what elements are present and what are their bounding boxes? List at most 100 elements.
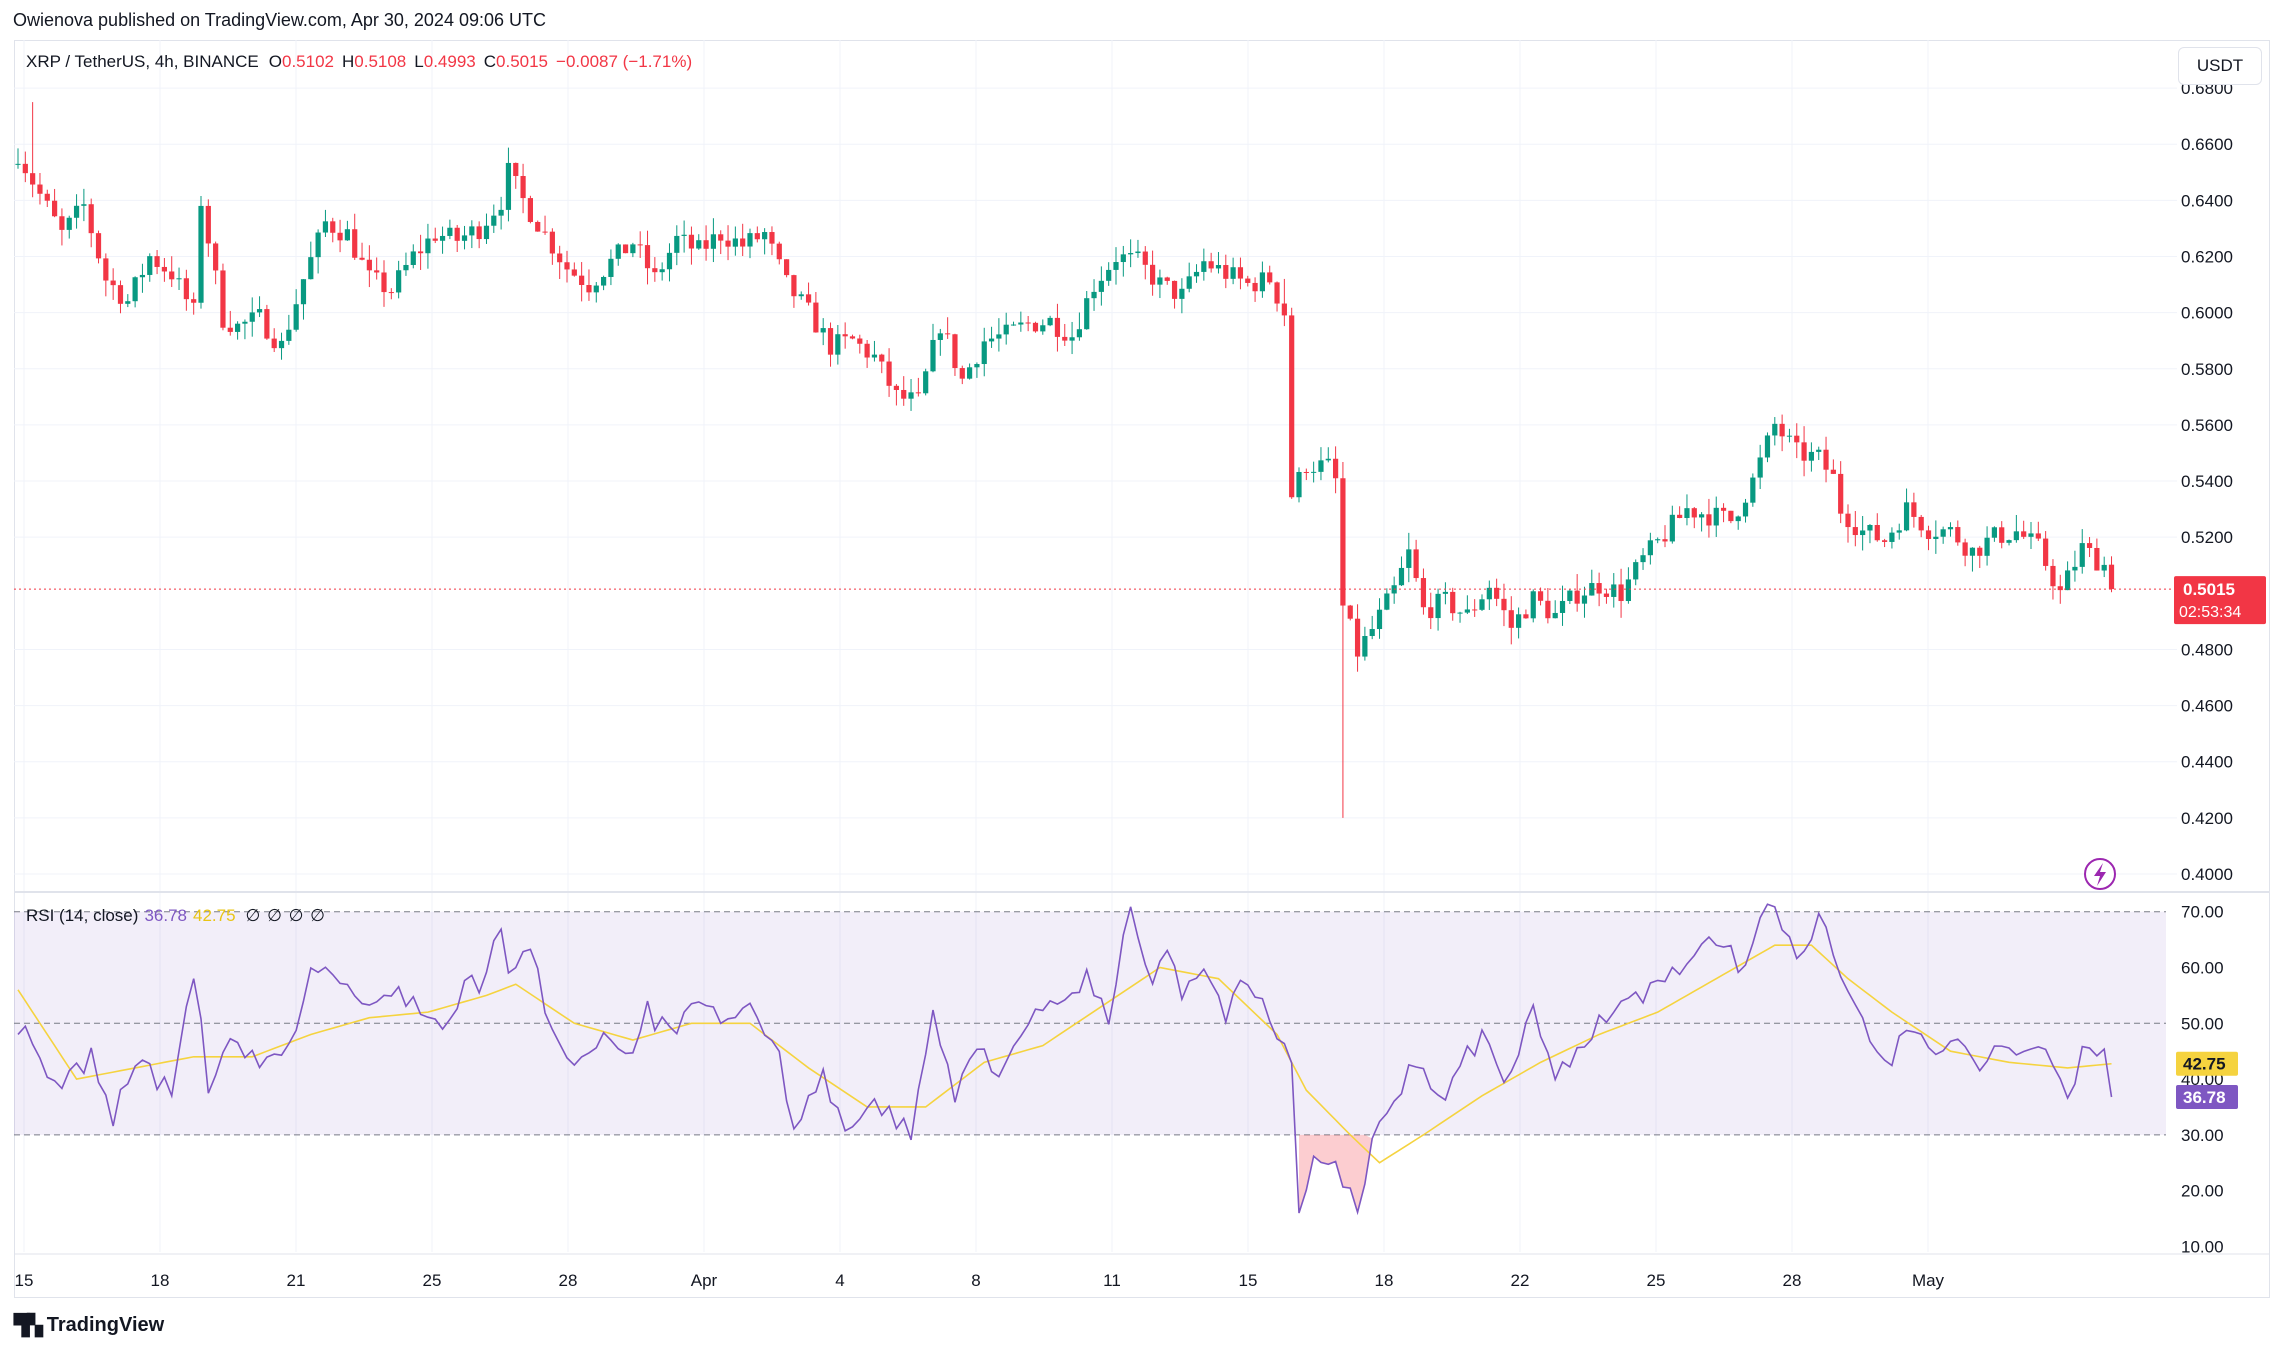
currency-button[interactable]: USDT bbox=[2178, 47, 2262, 85]
symbol-name[interactable]: XRP / TetherUS, 4h, BINANCE bbox=[26, 52, 259, 71]
candle-body bbox=[30, 173, 36, 185]
candle-body bbox=[1120, 254, 1126, 263]
candle-body bbox=[923, 371, 929, 394]
candle-body bbox=[1479, 599, 1485, 610]
candle-body bbox=[1925, 530, 1932, 539]
candle-body bbox=[1150, 264, 1156, 285]
candle-body bbox=[2086, 543, 2093, 548]
candle-body bbox=[1274, 282, 1280, 304]
candle-body bbox=[300, 279, 307, 305]
price-tag: 0.5015 02:53:34 bbox=[2174, 576, 2266, 625]
candle-body bbox=[418, 251, 424, 254]
candle-body bbox=[740, 238, 746, 247]
candle-body bbox=[1318, 460, 1324, 472]
candles bbox=[15, 102, 2115, 818]
candle-body bbox=[688, 234, 695, 249]
candle-body bbox=[1435, 593, 1441, 619]
candle-body bbox=[352, 229, 358, 258]
candle-body bbox=[2072, 566, 2078, 571]
candle-body bbox=[703, 240, 709, 249]
candle-body bbox=[235, 323, 241, 332]
candle-body bbox=[747, 233, 753, 247]
candle-body bbox=[2021, 531, 2027, 537]
time-axis: 15 18 21 25 28 Apr 4 8 11 15 18 22 25 28 May bbox=[15, 1271, 1945, 1290]
candle-body bbox=[2065, 570, 2071, 591]
candle-body bbox=[1413, 549, 1419, 579]
candle-body bbox=[147, 256, 153, 275]
rsi-tick-label: 10.00 bbox=[2181, 1237, 2224, 1256]
candle-body bbox=[769, 232, 775, 244]
candle-body bbox=[725, 240, 731, 247]
candle-body bbox=[1779, 423, 1785, 437]
candle-body bbox=[1559, 600, 1566, 613]
price-tick-label: 0.5400 bbox=[2181, 472, 2233, 491]
rsi-legend: RSI (14, close) 36.78 42.75 ∅ ∅ ∅ ∅ bbox=[26, 906, 326, 926]
candle-body bbox=[191, 299, 197, 303]
candle-body bbox=[1406, 549, 1412, 568]
candle-body bbox=[425, 238, 431, 254]
high-value: 0.5108 bbox=[354, 52, 407, 71]
candle-body bbox=[66, 217, 72, 230]
price-tick-label: 0.4400 bbox=[2181, 753, 2233, 772]
candle-body bbox=[1713, 507, 1719, 526]
candle-body bbox=[1911, 502, 1917, 517]
candle-body bbox=[1567, 590, 1573, 601]
candle-body bbox=[198, 205, 204, 303]
candle-body bbox=[1633, 562, 1639, 580]
candle-body bbox=[1742, 502, 1749, 517]
candle-body bbox=[1223, 265, 1229, 279]
candle-body bbox=[95, 233, 102, 259]
candle-body bbox=[1472, 609, 1478, 611]
rsi-tick-label: 20.00 bbox=[2181, 1182, 2224, 1201]
rsi-tag-text: 36.78 bbox=[2183, 1088, 2226, 1107]
candle-body bbox=[967, 367, 973, 379]
candle-body bbox=[161, 266, 167, 272]
time-tick-label: 28 bbox=[559, 1271, 578, 1290]
candle-body bbox=[593, 285, 599, 293]
time-tick-label: 25 bbox=[423, 1271, 442, 1290]
candle-body bbox=[1530, 591, 1536, 619]
candle-body bbox=[205, 205, 211, 244]
candle-body bbox=[88, 204, 94, 234]
candle-body bbox=[2043, 538, 2049, 566]
candle-body bbox=[754, 233, 760, 240]
candle-body bbox=[183, 278, 189, 300]
candle-body bbox=[2006, 540, 2012, 543]
candle-body bbox=[1581, 595, 1588, 604]
rsi-label[interactable]: RSI (14, close) bbox=[26, 906, 139, 925]
candle-body bbox=[1940, 529, 1946, 537]
candle-body bbox=[1442, 591, 1448, 594]
candle-body bbox=[937, 333, 943, 340]
candle-body bbox=[1772, 423, 1778, 436]
tradingview-logo-icon[interactable]: ▜▚ bbox=[14, 1315, 43, 1337]
candle-body bbox=[1903, 502, 1910, 531]
candle-body bbox=[820, 328, 826, 333]
candle-body bbox=[1933, 536, 1939, 539]
candle-body bbox=[988, 338, 995, 342]
candle-body bbox=[520, 176, 526, 199]
candle-body bbox=[1486, 587, 1492, 600]
rsi-ma-tag-bg bbox=[2176, 1051, 2238, 1076]
rsi-ma-tag: 42.75 bbox=[2176, 1051, 2238, 1076]
rsi-tick-label: 50.00 bbox=[2181, 1014, 2224, 1033]
candle-body bbox=[1801, 442, 1807, 461]
candle-body bbox=[278, 340, 285, 349]
candle-body bbox=[1655, 539, 1661, 541]
candle-body bbox=[59, 216, 65, 230]
candle-body bbox=[286, 329, 292, 341]
candle-body bbox=[513, 162, 519, 177]
lightning-icon[interactable] bbox=[2084, 858, 2116, 890]
candle-body bbox=[527, 198, 533, 222]
price-tick-label: 0.4000 bbox=[2181, 865, 2233, 884]
candle-body bbox=[1135, 251, 1141, 254]
candle-body bbox=[1267, 272, 1273, 283]
candle-body bbox=[871, 354, 878, 358]
candle-body bbox=[791, 275, 797, 297]
candle-body bbox=[622, 244, 629, 254]
price-tick-label: 0.4800 bbox=[2181, 640, 2233, 659]
candle-body bbox=[447, 227, 453, 236]
candle-body bbox=[1252, 282, 1258, 292]
candle-body bbox=[1289, 315, 1295, 498]
rsi-ma-line bbox=[17, 944, 2112, 1164]
